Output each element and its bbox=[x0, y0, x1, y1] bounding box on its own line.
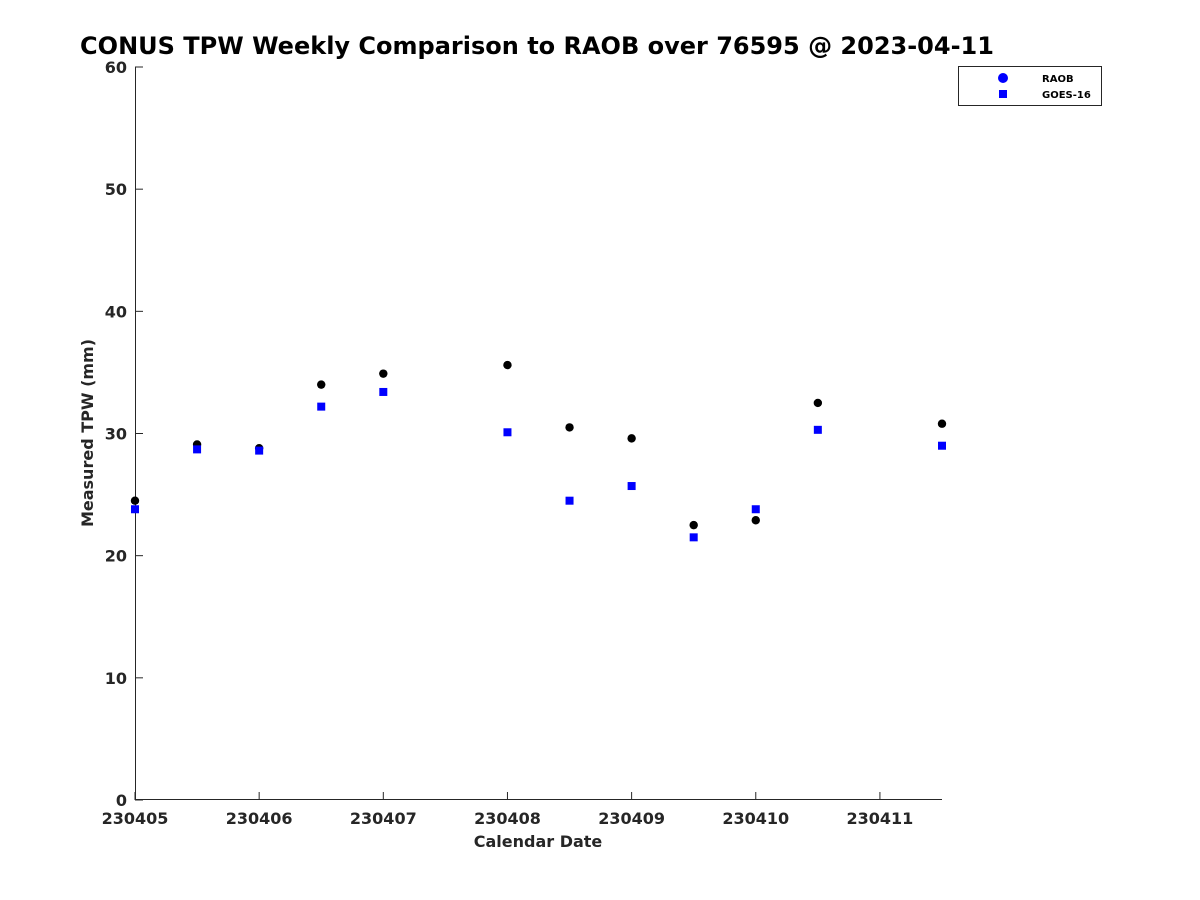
x-ticks: 230405 230406 230407 230408 230409 230410 2304… bbox=[102, 792, 914, 828]
y-tick-label: 40 bbox=[105, 302, 127, 321]
legend: RAOB GOES-16 bbox=[958, 66, 1102, 106]
goes16-point bbox=[751, 505, 760, 514]
x-tick-label: 230411 bbox=[847, 809, 914, 828]
legend-box bbox=[958, 66, 1102, 106]
chart-title: CONUS TPW Weekly Comparison to RAOB over… bbox=[80, 32, 994, 60]
raob-point bbox=[317, 380, 326, 389]
raob-point bbox=[751, 516, 760, 525]
goes16-point bbox=[131, 505, 139, 514]
legend-marker-goes bbox=[999, 90, 1007, 98]
y-tick-label: 0 bbox=[116, 791, 127, 810]
x-tick-label: 230408 bbox=[474, 809, 541, 828]
legend-label-goes: GOES-16 bbox=[1042, 90, 1091, 101]
goes16-point bbox=[689, 533, 698, 542]
goes16-point bbox=[193, 445, 202, 454]
goes16-point bbox=[255, 446, 264, 455]
goes16-point bbox=[938, 441, 946, 450]
y-axis-label: Measured TPW (mm) bbox=[78, 339, 97, 527]
raob-point bbox=[503, 360, 512, 370]
goes16-point bbox=[813, 425, 822, 434]
data-points bbox=[130, 360, 947, 542]
x-tick-label: 230407 bbox=[350, 809, 417, 828]
goes16-point bbox=[565, 496, 574, 505]
raob-point bbox=[937, 419, 947, 428]
y-tick-label: 20 bbox=[105, 547, 127, 566]
x-axis-label: Calendar Date bbox=[474, 832, 603, 851]
goes16-point bbox=[317, 402, 326, 411]
y-tick-label: 50 bbox=[105, 180, 127, 199]
y-ticks: 0 10 20 30 40 50 60 bbox=[105, 58, 143, 810]
series-goes-16 bbox=[131, 387, 946, 542]
goes16-point bbox=[379, 387, 388, 396]
goes16-point bbox=[627, 482, 636, 491]
raob-point bbox=[130, 496, 140, 505]
raob-point bbox=[379, 369, 388, 378]
x-tick-label: 230410 bbox=[722, 809, 789, 828]
x-tick-label: 230409 bbox=[598, 809, 665, 828]
x-tick-label: 230406 bbox=[226, 809, 293, 828]
goes16-point bbox=[503, 428, 512, 437]
raob-point bbox=[627, 434, 636, 443]
legend-marker-raob bbox=[998, 73, 1008, 83]
legend-label-raob: RAOB bbox=[1042, 74, 1074, 85]
x-tick-label: 230405 bbox=[102, 809, 169, 828]
raob-point bbox=[565, 423, 574, 432]
y-tick-label: 10 bbox=[105, 669, 127, 688]
y-tick-label: 60 bbox=[105, 58, 127, 77]
raob-point bbox=[813, 398, 823, 408]
raob-point bbox=[689, 520, 698, 530]
y-tick-label: 30 bbox=[105, 425, 127, 444]
